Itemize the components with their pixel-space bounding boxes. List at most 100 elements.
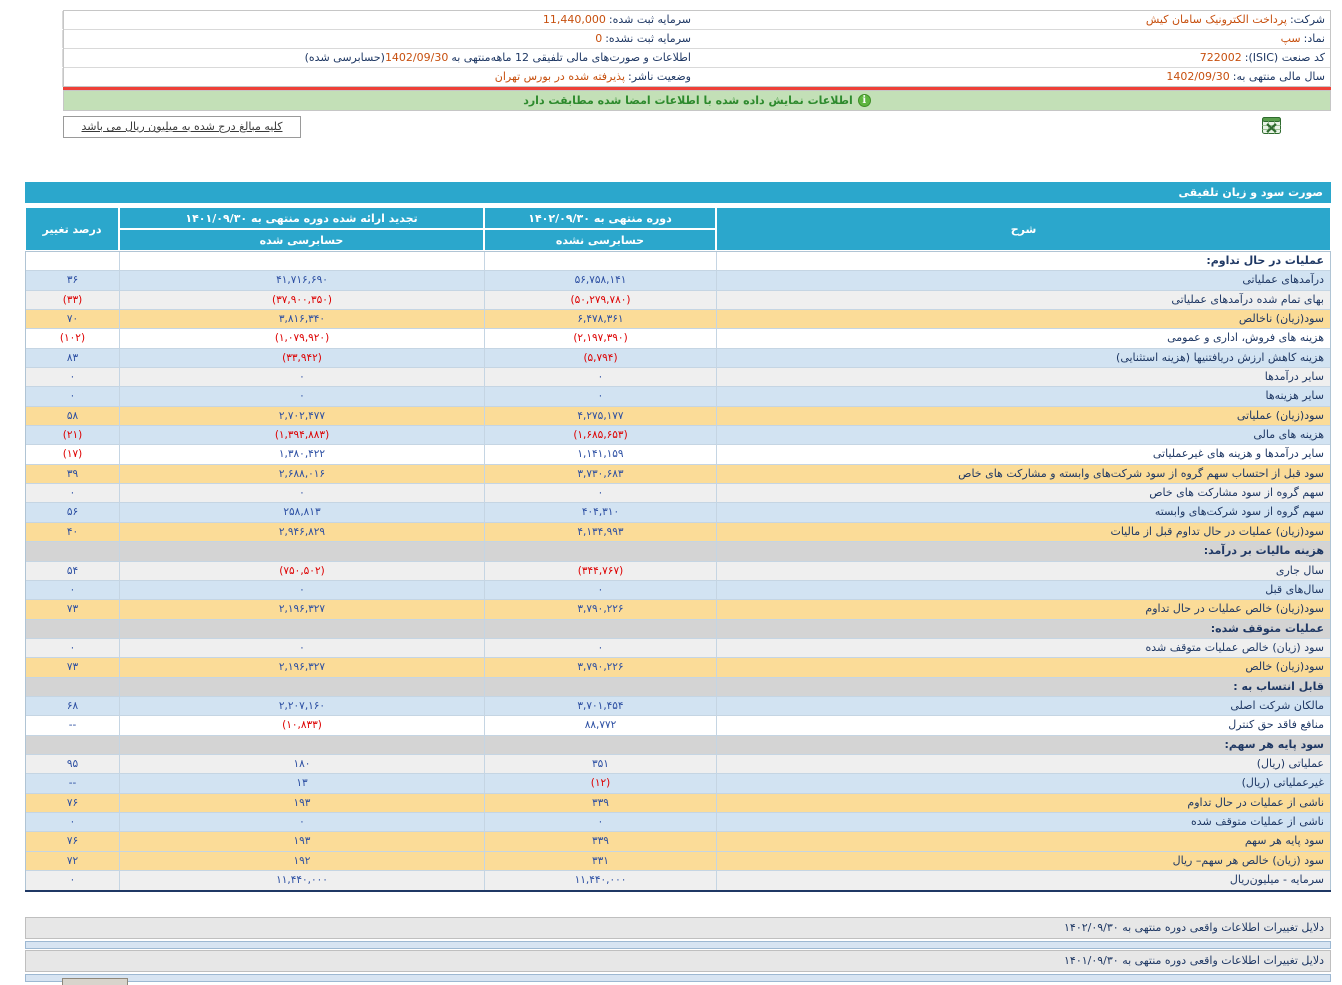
header-prior-period: تجدید ارائه شده دوره منتهی به ۱۴۰۱/۰۹/۳۰ bbox=[119, 207, 484, 229]
info-label: نماد: bbox=[1303, 32, 1325, 45]
row-label: سود پایه هر سهم: bbox=[716, 735, 1330, 754]
table-row: هزینه مالیات بر درآمد: bbox=[26, 542, 1330, 562]
cell-change-percent: ۵۶ bbox=[66, 506, 79, 519]
table-row: سود(زیان) خالص عملیات در حال تداوم ۳,۷۹۰,… bbox=[26, 600, 1330, 620]
row-label: سایر درآمدها و هزینه های غیرعملیاتی bbox=[716, 445, 1330, 464]
statement-title: صورت سود و زیان تلفیقی bbox=[25, 182, 1331, 203]
cell-current-period: ۰ bbox=[484, 580, 716, 600]
row-label: سود(زیان) عملیات در حال تداوم قبل از مال… bbox=[716, 522, 1330, 542]
table-row: سهم گروه از سود شرکت‌های وابسته ۴۰۴,۳۱۰ ۲۵… bbox=[26, 503, 1330, 523]
header-current-period: دوره منتهی به ۱۴۰۲/۰۹/۳۰ bbox=[484, 207, 716, 229]
info-label: سال مالی منتهی به: bbox=[1232, 70, 1325, 83]
cell-prior-period: ۱۸۰ bbox=[119, 754, 484, 774]
cell-prior-period: ۲,۱۹۶,۳۲۷ bbox=[119, 600, 484, 619]
row-label: سود پایه هر سهم bbox=[716, 832, 1330, 851]
cell-prior-period: ۱۳ bbox=[119, 774, 484, 793]
cell-current-period: ۰ bbox=[484, 638, 716, 658]
cell-prior-period: ۰ bbox=[119, 580, 484, 600]
cell-change-percent: ۷۳ bbox=[66, 603, 79, 616]
header-prior-audit-status: حسابرسی شده bbox=[119, 229, 484, 251]
cell-change-percent: (۱۷) bbox=[62, 448, 83, 461]
cell-prior-period: ۴۱,۷۱۶,۶۹۰ bbox=[119, 271, 484, 290]
table-body: عملیات در حال تداوم: درآمدهای عملیاتی ۵۶,۷… bbox=[25, 251, 1331, 891]
cell-current-period: ۰ bbox=[484, 484, 716, 503]
cell-current-period bbox=[484, 735, 716, 754]
cell-change-percent: ۷۶ bbox=[66, 835, 79, 848]
cell-prior-period: ۲,۷۰۲,۴۷۷ bbox=[119, 406, 484, 426]
row-label: سود (زیان) خالص عملیات متوقف شده bbox=[716, 638, 1330, 658]
note-bar-prior-period[interactable]: دلایل تغییرات اطلاعات واقعی دوره منتهی ب… bbox=[25, 950, 1331, 972]
row-label: درآمدهای عملیاتی bbox=[716, 271, 1330, 290]
header-description: شرح bbox=[716, 207, 1331, 251]
info-icon: i bbox=[857, 94, 871, 107]
cell-current-period: ۳۳۹ bbox=[484, 793, 716, 812]
info-value: پذیرفته شده در بورس تهران bbox=[494, 70, 626, 83]
cell-change-percent: ۰ bbox=[69, 583, 76, 596]
row-label: هزینه های مالی bbox=[716, 426, 1330, 445]
table-row: قابل انتساب به : bbox=[26, 677, 1330, 697]
table-row: سود (زیان) خالص هر سهم– ریال ۳۳۱ ۱۹۲ ۷۲ bbox=[26, 851, 1330, 871]
cell-change-percent: ۰ bbox=[69, 487, 76, 500]
table-header: شرح دوره منتهی به ۱۴۰۲/۰۹/۳۰ تجدید ارائه… bbox=[25, 207, 1331, 251]
table-row: سال جاری (۳۴۴,۷۶۷) (۷۵۰,۵۰۲) ۵۴ bbox=[26, 561, 1330, 581]
cell-prior-period: ۱۹۲ bbox=[119, 851, 484, 870]
excel-export-icon[interactable] bbox=[1262, 116, 1281, 135]
cell-prior-period: ۰ bbox=[119, 368, 484, 387]
table-row: سرمایه - میلیون‌ریال ۱۱,۴۴۰,۰۰۰ ۱۱,۴۴۰,۰۰۰… bbox=[26, 871, 1330, 891]
cell-current-period: ۱,۱۴۱,۱۵۹ bbox=[484, 445, 716, 464]
cell-change-percent: ۳۹ bbox=[66, 467, 79, 480]
cell-change-percent: ۷۳ bbox=[66, 661, 79, 674]
table-row: سود قبل از احتساب سهم گروه از سود شرکت‌ه… bbox=[26, 464, 1330, 485]
cell-change-percent bbox=[26, 736, 119, 754]
units-note-box: کلیه مبالغ درج شده به میلیون ریال می باش… bbox=[63, 116, 301, 138]
table-row: منافع فاقد حق کنترل ۸۸,۷۷۲ (۱۰,۸۳۳) -- bbox=[26, 716, 1330, 736]
info-value: 0 bbox=[595, 32, 603, 45]
table-row: عملیات متوقف شده: bbox=[26, 619, 1330, 639]
company-info-row: کد صنعت (ISIC):722002 اطلاعات و صورت‌های … bbox=[62, 49, 1330, 68]
table-row: سود(زیان) عملیات در حال تداوم قبل از مال… bbox=[26, 522, 1330, 543]
info-value: پرداخت الکترونیک سامان کیش bbox=[1145, 13, 1287, 26]
company-info-cell-right: سال مالی منتهی به:1402/09/30 bbox=[696, 68, 1330, 87]
row-label: سود (زیان) خالص هر سهم– ریال bbox=[716, 851, 1330, 870]
cell-current-period: ۵۶,۷۵۸,۱۴۱ bbox=[484, 271, 716, 290]
row-label: سرمایه - میلیون‌ریال bbox=[716, 871, 1330, 891]
row-label: سود(زیان) ناخالص bbox=[716, 310, 1330, 329]
row-label: عملیات متوقف شده: bbox=[716, 619, 1330, 638]
cell-current-period: ۰ bbox=[484, 368, 716, 387]
cell-change-percent bbox=[26, 252, 119, 270]
info-value: 1402/09/30 bbox=[1166, 70, 1230, 83]
bottom-cut-button[interactable] bbox=[62, 978, 128, 985]
cell-prior-period bbox=[119, 735, 484, 754]
row-label: سود(زیان) خالص عملیات در حال تداوم bbox=[716, 600, 1330, 619]
cell-change-percent: ۳۶ bbox=[66, 274, 79, 287]
row-label: هزینه کاهش ارزش دریافتنیها (هزینه استثنا… bbox=[716, 348, 1330, 368]
cell-prior-period: ۱,۳۸۰,۴۲۲ bbox=[119, 445, 484, 464]
cell-prior-period: ۰ bbox=[119, 638, 484, 658]
row-label: سهم گروه از سود مشارکت های خاص bbox=[716, 484, 1330, 503]
cell-prior-period: ۰ bbox=[119, 387, 484, 406]
row-label: سود(زیان) عملیاتی bbox=[716, 406, 1330, 426]
company-info-cell-left: وضعیت ناشر:پذیرفته شده در بورس تهران bbox=[62, 68, 696, 87]
cell-change-percent: ۴۰ bbox=[66, 525, 79, 538]
row-label: عملیات در حال تداوم: bbox=[716, 252, 1330, 271]
table-row: سهم گروه از سود مشارکت های خاص ۰ ۰ ۰ bbox=[26, 484, 1330, 504]
info-label: سرمایه ثبت نشده: bbox=[605, 32, 691, 45]
header-change-percent: درصد تغییر bbox=[25, 207, 119, 251]
cell-change-percent: ۰ bbox=[69, 371, 76, 384]
table-row: سود پایه هر سهم: bbox=[26, 735, 1330, 755]
cell-current-period bbox=[484, 252, 716, 271]
row-label: هزینه های فروش، اداری و عمومی bbox=[716, 329, 1330, 348]
row-label: سال جاری bbox=[716, 561, 1330, 580]
company-info-cell-right: کد صنعت (ISIC):722002 bbox=[696, 49, 1330, 67]
red-separator bbox=[63, 87, 1331, 90]
info-value: 722002 bbox=[1199, 51, 1242, 64]
cell-prior-period: (۱,۳۹۴,۸۸۳) bbox=[119, 426, 484, 445]
cell-current-period: ۴۰۴,۳۱۰ bbox=[484, 503, 716, 522]
cell-current-period: (۱۲) bbox=[484, 774, 716, 793]
note-strip-prior-period bbox=[25, 974, 1331, 982]
company-info-table: شرکت:پرداخت الکترونیک سامان کیش سرمایه ثب… bbox=[62, 10, 1331, 87]
note-bar-current-period[interactable]: دلایل تغییرات اطلاعات واقعی دوره منتهی ب… bbox=[25, 917, 1331, 939]
cell-prior-period: ۱۹۳ bbox=[119, 832, 484, 851]
company-info-row: نماد:سپ سرمایه ثبت نشده:0 bbox=[62, 30, 1330, 49]
